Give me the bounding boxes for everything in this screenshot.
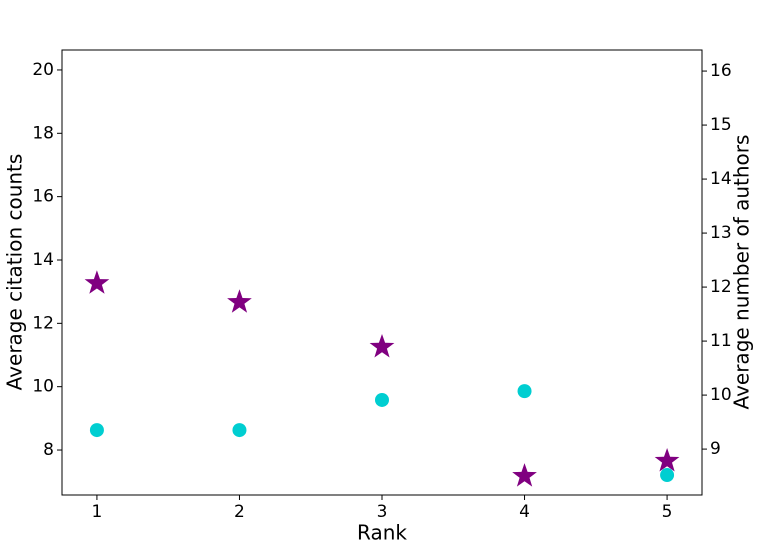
x-tick-label: 2 [234, 502, 245, 522]
star-point [512, 463, 537, 487]
star-point [654, 448, 680, 472]
y2-tick-label: 15 [710, 115, 732, 135]
star-point [84, 270, 110, 294]
y2-tick-label: 9 [710, 439, 721, 459]
point [89, 423, 104, 438]
y-axis-label: Average citation counts [3, 154, 27, 391]
y2-tick-label: 16 [710, 61, 732, 81]
y-tick-label: 18 [32, 123, 54, 143]
star-point [369, 334, 395, 358]
point [660, 468, 675, 483]
y-tick-label: 16 [32, 187, 54, 207]
x-axis-label: Rank [357, 521, 407, 545]
y2-tick-label: 11 [710, 331, 732, 351]
point [232, 423, 247, 438]
y-tick-label: 20 [32, 60, 54, 80]
y-tick-label: 14 [32, 250, 54, 270]
y-tick-label: 8 [43, 440, 54, 460]
y2-tick-label: 13 [710, 223, 732, 243]
x-tick-label: 4 [519, 502, 530, 522]
y2-tick-label: 14 [710, 169, 732, 189]
y2-tick-label: 12 [710, 277, 732, 297]
x-tick-label: 5 [662, 502, 673, 522]
point [375, 392, 389, 407]
x-tick-label: 1 [92, 502, 103, 522]
x-tick-label: 3 [377, 502, 388, 522]
plot-frame [61, 49, 703, 496]
star-point [227, 289, 252, 313]
y-tick-label: 12 [32, 313, 54, 333]
y-tick-label: 10 [32, 377, 54, 397]
y2-axis-label: Average number of authors [730, 135, 754, 410]
point [517, 384, 532, 399]
y2-tick-label: 10 [710, 385, 732, 405]
